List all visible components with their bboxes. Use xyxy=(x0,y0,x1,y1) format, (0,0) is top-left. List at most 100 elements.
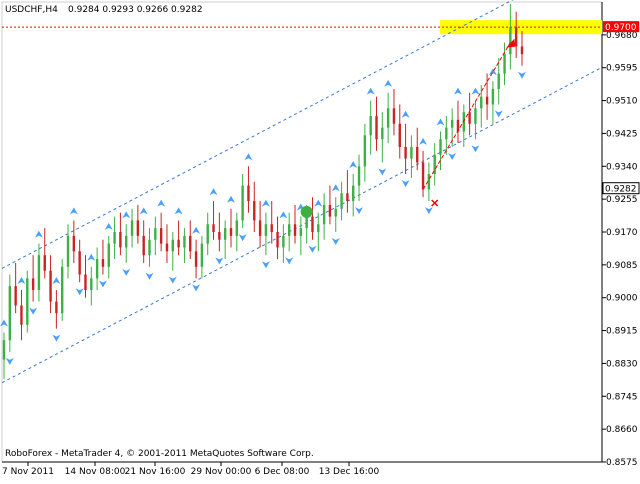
fractal-down-marker xyxy=(238,234,247,242)
candle-body xyxy=(369,116,372,136)
time-tick-label: 7 Nov 2011 xyxy=(2,467,54,477)
candle-body xyxy=(456,119,460,132)
time-tick-label: 13 Dec 16:00 xyxy=(319,467,380,477)
candle-body xyxy=(264,224,268,236)
fractal-up-marker xyxy=(52,276,61,284)
fractal-up-marker xyxy=(139,207,148,215)
fractal-down-marker xyxy=(285,257,294,265)
candle-body xyxy=(14,286,17,306)
red-arrow-head xyxy=(506,38,516,48)
price-tick-label: 0.8830 xyxy=(606,359,638,369)
fractal-down-marker xyxy=(145,272,154,280)
candle-body xyxy=(357,166,361,186)
fractal-up-marker xyxy=(419,137,428,145)
time-axis-ticks: 7 Nov 2011 14 Nov 08:00 21 Nov 16:00 29 Nov… xyxy=(2,462,380,477)
candle-body xyxy=(474,108,477,124)
time-tick-label: 14 Nov 08:00 xyxy=(65,467,126,477)
candle-body xyxy=(485,96,489,105)
candle-body xyxy=(241,185,244,221)
fractal-up-marker xyxy=(122,211,131,219)
fractal-down-marker xyxy=(122,268,131,276)
channel-upper-line xyxy=(1,0,514,269)
candle-body xyxy=(72,235,76,252)
candle-body xyxy=(159,228,163,244)
time-tick-label: 6 Dec 08:00 xyxy=(255,467,310,477)
candle-body xyxy=(520,46,524,55)
price-tick-label: 0.8660 xyxy=(606,425,638,435)
fractal-up-marker xyxy=(226,195,235,203)
candle-body xyxy=(253,201,256,221)
candle-body xyxy=(8,286,12,341)
candle-body xyxy=(468,112,471,124)
candle-body xyxy=(218,232,221,240)
candle-body xyxy=(84,274,87,290)
candle-body xyxy=(427,174,431,190)
price-tick-label: 0.9340 xyxy=(606,162,638,172)
fractal-down-marker xyxy=(471,145,480,153)
fractal-down-marker xyxy=(215,257,224,265)
fractal-up-marker xyxy=(261,199,270,207)
candle-body xyxy=(200,243,204,267)
candle-body xyxy=(282,235,285,248)
candle-body xyxy=(183,235,186,248)
candle-body xyxy=(381,127,384,140)
fractal-down-marker xyxy=(518,71,526,79)
candle-body xyxy=(276,232,279,248)
price-tick-label: 0.8575 xyxy=(606,458,638,468)
candle-body xyxy=(177,239,180,248)
price-tick-label: 0.9425 xyxy=(606,129,638,139)
fractal-up-marker xyxy=(401,110,410,118)
target-price-label-box xyxy=(603,21,639,33)
candle-body xyxy=(189,235,192,252)
candle-body xyxy=(386,108,390,128)
candle-body xyxy=(410,146,413,159)
candle-body xyxy=(2,340,6,360)
candle-body xyxy=(497,73,500,89)
fractal-up-marker xyxy=(104,222,113,230)
candle-body xyxy=(107,243,110,267)
price-tick-label: 0.8745 xyxy=(606,392,638,402)
candle-body xyxy=(37,255,41,290)
price-tick-label: 0.9000 xyxy=(606,294,638,304)
candle-body xyxy=(206,224,209,244)
candle-body xyxy=(509,27,512,55)
channel-lower-line xyxy=(1,66,603,384)
fractal-up-marker xyxy=(157,199,166,207)
fractal-down-marker xyxy=(355,207,364,215)
fractal-up-marker xyxy=(244,153,253,161)
fractal-down-marker xyxy=(424,207,433,215)
fractal-up-marker xyxy=(209,188,218,196)
candle-body xyxy=(61,266,64,314)
candle-body xyxy=(142,235,145,256)
candle-body xyxy=(340,193,343,209)
fractal-up-marker xyxy=(0,319,8,327)
price-tick-label: 0.9680 xyxy=(606,31,638,41)
fractal-down-marker xyxy=(494,110,503,118)
fractal-down-marker xyxy=(448,152,457,160)
candle-body xyxy=(31,278,35,290)
candle-body xyxy=(433,154,436,175)
fractal-down-marker xyxy=(29,307,38,315)
candle-body xyxy=(317,224,320,232)
fractal-up-marker xyxy=(488,68,497,76)
fractal-up-marker xyxy=(453,87,462,95)
candle-body xyxy=(78,251,81,275)
candle-body xyxy=(154,228,157,240)
footer-copyright: RoboForex - MetaTrader 4, © 2001-2011 Me… xyxy=(5,449,314,459)
candle-body xyxy=(305,216,308,229)
red-projection-line xyxy=(422,42,511,190)
candle-body xyxy=(416,146,419,163)
chart-header-symbol: USDCHF,H4 xyxy=(5,5,58,15)
fractal-up-marker xyxy=(17,276,26,284)
candle-body xyxy=(439,139,442,155)
fractal-down-marker xyxy=(308,245,317,253)
target-price-label: 0.9700 xyxy=(605,23,637,33)
candle-body xyxy=(194,251,198,267)
fractal-up-marker xyxy=(384,79,393,87)
candle-body xyxy=(235,220,239,236)
fractal-down-marker xyxy=(331,238,340,245)
candle-body xyxy=(43,255,46,271)
candle-body xyxy=(270,224,273,232)
candle-body xyxy=(445,127,448,140)
